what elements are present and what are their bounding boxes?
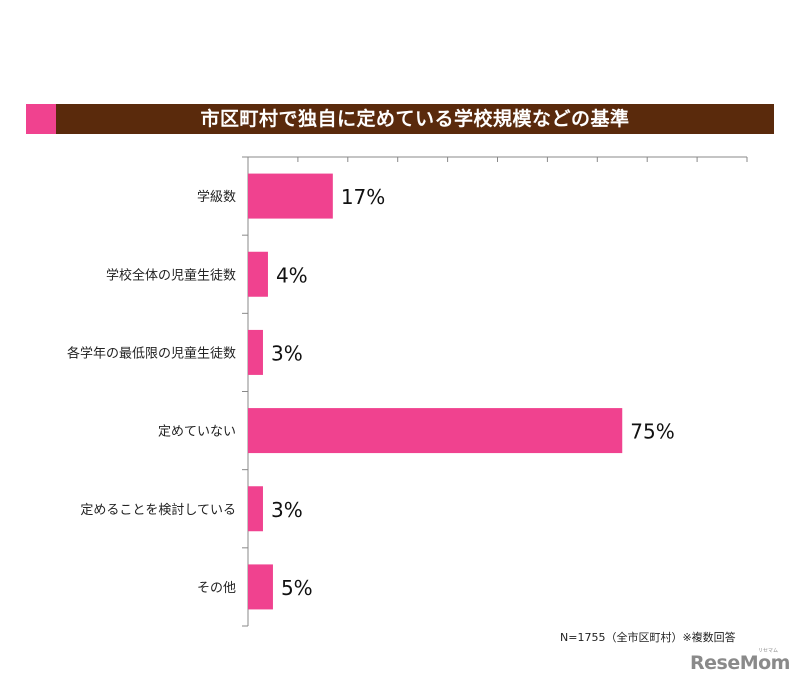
value-label: 3% xyxy=(271,498,303,522)
chart-title-bar: 市区町村で独自に定めている学校規模などの基準 xyxy=(26,104,774,134)
value-label: 3% xyxy=(271,341,303,365)
bar xyxy=(248,173,333,219)
category-label: 学校全体の児童生徒数 xyxy=(106,267,236,283)
bar xyxy=(248,251,268,297)
value-label: 17% xyxy=(341,185,385,209)
bar xyxy=(248,486,263,532)
footnote: N=1755（全市区町村）※複数回答 xyxy=(560,631,736,644)
bar xyxy=(248,564,273,610)
value-labels: 17% 4% 3% 75% 3% 5% xyxy=(271,185,675,600)
value-label: 75% xyxy=(630,420,674,444)
category-label: その他 xyxy=(197,581,236,596)
bar xyxy=(248,329,263,375)
chart-bars xyxy=(248,173,623,610)
value-label: 4% xyxy=(276,263,308,287)
title-accent-square xyxy=(26,104,56,134)
chart-axes xyxy=(242,156,748,627)
category-label: 定めることを検討している xyxy=(80,502,236,518)
brand-logo-ruby: リセマム xyxy=(758,648,779,654)
brand-logo: ReseMom xyxy=(690,652,790,674)
value-label: 5% xyxy=(281,576,313,600)
category-label: 学級数 xyxy=(197,189,236,205)
category-labels: 学級数学校全体の児童生徒数各学年の最低限の児童生徒数定めていない定めることを検討… xyxy=(67,189,236,596)
category-label: 各学年の最低限の児童生徒数 xyxy=(67,345,236,361)
chart-title: 市区町村で独自に定めている学校規模などの基準 xyxy=(200,108,630,130)
category-label: 定めていない xyxy=(158,425,236,440)
bar xyxy=(248,408,623,454)
